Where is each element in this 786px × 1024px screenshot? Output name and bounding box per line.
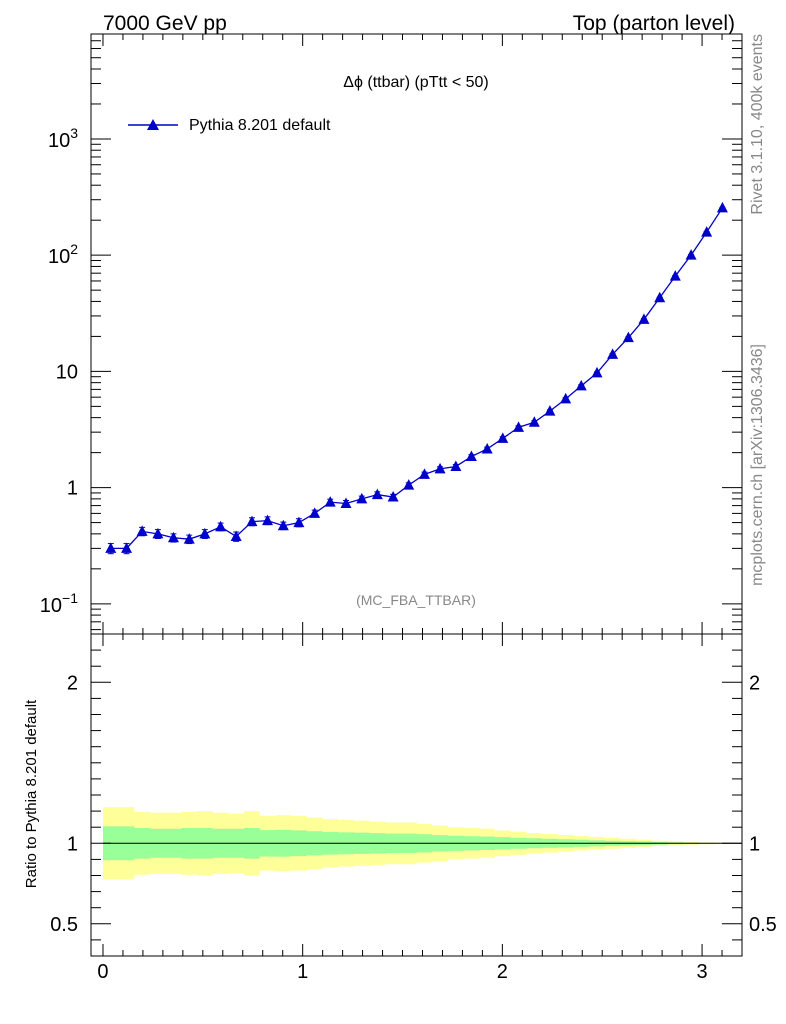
data-point bbox=[450, 460, 462, 471]
ratio-y-tick-label-right: 0.5 bbox=[749, 914, 777, 936]
legend-marker bbox=[147, 119, 159, 130]
ratio-y-tick-label-right: 1 bbox=[749, 833, 760, 855]
legend-label: Pythia 8.201 default bbox=[189, 117, 331, 134]
rivet-version-label: Rivet 3.1.10, 400k events bbox=[749, 34, 766, 215]
ratio-y-tick-label-left: 2 bbox=[67, 672, 78, 694]
data-point bbox=[716, 201, 728, 213]
data-point bbox=[465, 450, 477, 462]
data-point bbox=[230, 530, 242, 541]
x-tick-label: 0 bbox=[97, 961, 108, 983]
data-point bbox=[701, 226, 713, 237]
data-point bbox=[309, 507, 321, 518]
data-point bbox=[513, 421, 525, 432]
ratio-y-tick-label-left: 0.5 bbox=[50, 914, 78, 936]
ratio-marks bbox=[102, 807, 742, 880]
ratio-axis-ticks bbox=[91, 633, 743, 957]
data-point bbox=[293, 516, 305, 528]
data-point bbox=[560, 392, 572, 404]
data-point bbox=[324, 496, 336, 507]
plot-title: Δϕ (ttbar) (pTtt < 50) bbox=[343, 74, 488, 91]
data-point bbox=[152, 527, 164, 539]
data-point bbox=[497, 432, 509, 443]
data-point bbox=[246, 515, 258, 527]
data-point bbox=[340, 497, 352, 508]
mcplots-reference-label: mcplots.cern.ch [arXiv:1306.3436] bbox=[749, 344, 766, 586]
data-point bbox=[262, 514, 274, 526]
header-left: 7000 GeV pp bbox=[103, 12, 227, 35]
main-y-tick-labels: 10−1 1 10 102 103 bbox=[40, 125, 78, 617]
data-point bbox=[669, 270, 681, 281]
ratio-y-tick-label-right: 2 bbox=[749, 672, 760, 694]
ratio-frame bbox=[90, 633, 743, 957]
main-marks bbox=[105, 201, 728, 555]
legend: Pythia 8.201 default bbox=[128, 117, 331, 134]
data-point bbox=[591, 366, 603, 378]
ratio-y-tick-label-left: 1 bbox=[67, 833, 78, 855]
ratio-y-axis-label: Ratio to Pythia 8.201 default bbox=[23, 699, 40, 888]
data-point bbox=[387, 491, 399, 502]
data-point bbox=[654, 291, 666, 303]
data-point bbox=[434, 462, 446, 474]
header-right: Top (parton level) bbox=[573, 12, 735, 35]
data-point bbox=[277, 519, 289, 531]
x-tick-label: 1 bbox=[297, 961, 308, 983]
data-point bbox=[418, 468, 430, 479]
main-y-tick-label: 1 bbox=[67, 478, 78, 500]
x-tick-label: 3 bbox=[696, 961, 707, 983]
data-point bbox=[575, 379, 587, 391]
data-point bbox=[685, 249, 697, 260]
data-point bbox=[199, 527, 211, 539]
data-point bbox=[183, 533, 195, 544]
data-point bbox=[121, 542, 133, 553]
data-point bbox=[136, 525, 148, 536]
x-tick-label: 2 bbox=[497, 961, 508, 983]
data-point bbox=[528, 416, 540, 427]
data-point bbox=[622, 331, 634, 343]
analysis-label: (MC_FBA_TTBAR) bbox=[356, 592, 476, 608]
data-point bbox=[105, 542, 117, 553]
data-point bbox=[403, 479, 415, 490]
data-point bbox=[544, 405, 556, 416]
main-y-tick-label: 102 bbox=[48, 241, 78, 268]
main-panel: 10−1 1 10 102 103 Δϕ (ttbar) (pTtt < 50) Pyt… bbox=[40, 33, 743, 635]
data-point bbox=[607, 348, 619, 359]
main-axis-ticks bbox=[91, 33, 743, 634]
ratio-panel: 0.5 0.5 1 1 2 2 0 1 2 3 Ratio to Pythia 8.201 def… bbox=[23, 633, 777, 983]
data-point bbox=[356, 492, 368, 504]
data-point bbox=[167, 531, 179, 543]
series-line bbox=[110, 207, 723, 550]
ratio-tick-labels: 0.5 0.5 1 1 2 2 0 1 2 3 bbox=[50, 672, 777, 983]
data-point bbox=[215, 520, 227, 532]
main-y-tick-label: 10 bbox=[56, 361, 78, 383]
data-point bbox=[371, 488, 383, 500]
main-y-tick-label: 10−1 bbox=[40, 590, 78, 617]
data-point bbox=[638, 313, 650, 324]
main-y-tick-label: 103 bbox=[48, 125, 78, 152]
data-point bbox=[481, 442, 493, 454]
